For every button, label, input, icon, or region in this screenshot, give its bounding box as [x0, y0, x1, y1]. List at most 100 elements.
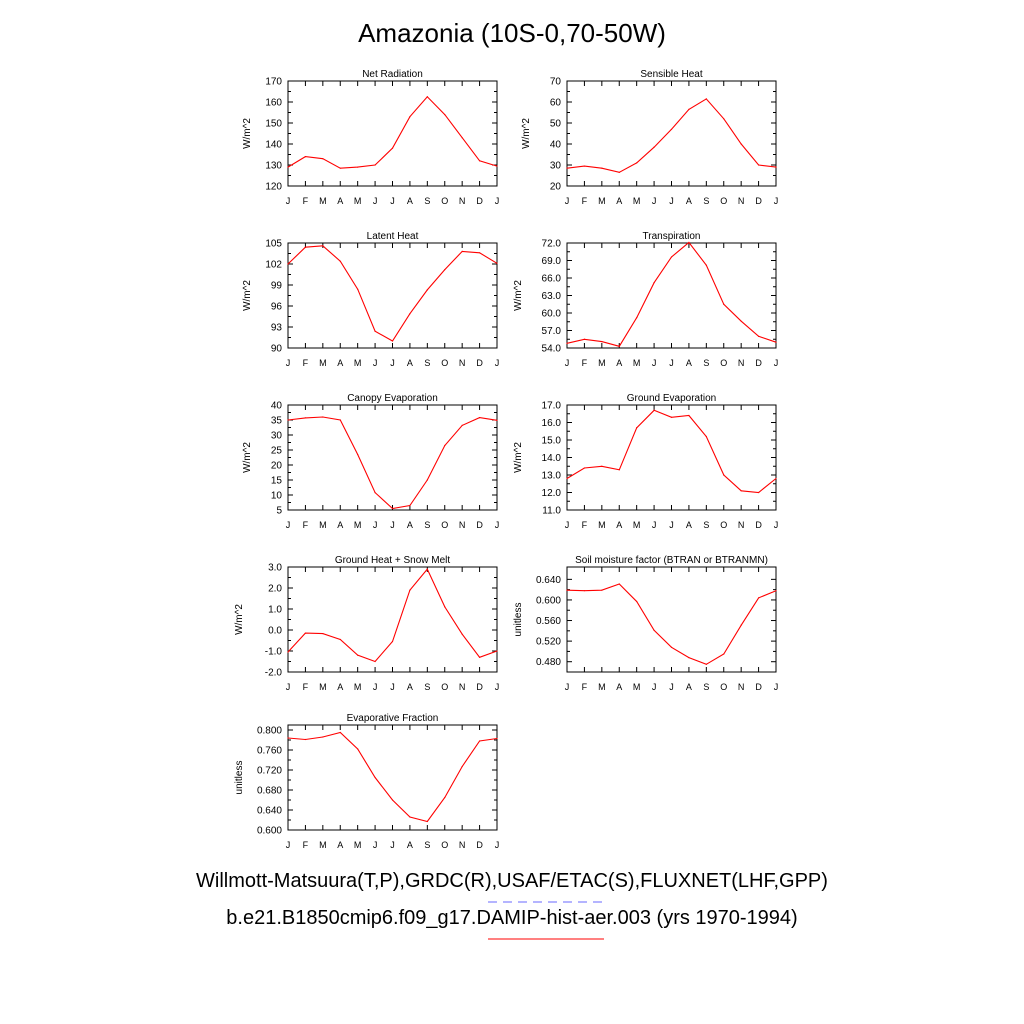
series-line [566, 583, 777, 665]
y-axis-label: W/m^2 [234, 604, 245, 635]
data-point [583, 590, 586, 592]
x-tick-label: O [441, 682, 448, 692]
x-tick-label: N [459, 196, 466, 206]
y-axis-label: W/m^2 [521, 118, 532, 149]
x-tick-label: J [390, 196, 395, 206]
plot-frame [287, 724, 498, 831]
x-tick-label: M [319, 196, 327, 206]
x-tick-label: O [720, 196, 727, 206]
data-point [705, 663, 707, 665]
x-tick-label: J [286, 520, 291, 530]
x-tick-label: A [686, 520, 692, 530]
y-tick-label: -1.0 [265, 647, 283, 658]
panel-title: Canopy Evaporation [347, 393, 438, 404]
data-point [653, 629, 655, 631]
x-tick-label: D [755, 520, 762, 530]
x-tick-label: J [373, 520, 378, 530]
x-tick-label: D [755, 358, 762, 368]
data-point [618, 171, 620, 173]
data-point [636, 317, 638, 319]
data-point [478, 160, 481, 162]
data-point [374, 492, 376, 494]
x-tick-label: M [598, 520, 606, 530]
x-tick-label: J [652, 196, 657, 206]
y-tick-label: 20 [271, 461, 283, 472]
data-point [740, 624, 742, 626]
x-tick-label: A [686, 358, 692, 368]
y-tick-label: 102 [265, 260, 282, 271]
y-tick-label: -2.0 [265, 668, 283, 679]
panel-title: Soil moisture factor (BTRAN or BTRANMN) [575, 555, 768, 566]
data-point [496, 650, 498, 652]
data-point [409, 313, 411, 315]
data-point [304, 738, 307, 741]
data-point [670, 256, 673, 258]
data-point [461, 137, 463, 139]
y-tick-label: 16.0 [542, 418, 562, 429]
x-tick-label: J [774, 520, 779, 530]
data-point [287, 263, 289, 265]
data-point [304, 632, 307, 634]
data-point [391, 799, 394, 801]
y-axis-label: W/m^2 [513, 442, 524, 473]
x-tick-label: F [303, 520, 309, 530]
data-point [391, 147, 394, 149]
x-tick-label: J [669, 520, 674, 530]
y-tick-label: 130 [265, 161, 282, 172]
x-tick-label: S [424, 520, 430, 530]
x-tick-label: D [476, 358, 483, 368]
x-tick-label: J [373, 358, 378, 368]
y-tick-label: 90 [271, 344, 283, 355]
x-tick-label: A [407, 840, 413, 850]
x-tick-label: M [598, 682, 606, 692]
data-point [566, 477, 568, 480]
x-tick-label: F [582, 682, 588, 692]
y-tick-label: 69.0 [542, 256, 562, 267]
y-axis-label: W/m^2 [513, 280, 524, 311]
y-tick-label: 0.560 [536, 616, 561, 627]
data-point [775, 341, 777, 343]
y-tick-label: 20 [550, 182, 562, 193]
x-tick-label: M [319, 840, 327, 850]
x-tick-label: M [354, 682, 362, 692]
series-line [287, 731, 498, 823]
data-point [444, 114, 446, 116]
y-tick-label: 66.0 [542, 274, 562, 285]
y-tick-label: 0.520 [536, 637, 561, 648]
data-point [374, 776, 376, 779]
x-tick-label: J [495, 682, 500, 692]
data-point [688, 414, 690, 417]
data-point [461, 633, 463, 635]
data-point [409, 116, 411, 118]
x-tick-label: D [476, 682, 483, 692]
panel-title: Ground Heat + Snow Melt [335, 555, 451, 566]
data-point [705, 264, 707, 266]
x-tick-label: A [337, 196, 343, 206]
y-tick-label: 0.640 [257, 806, 282, 817]
x-tick-label: A [616, 520, 622, 530]
x-tick-label: J [669, 358, 674, 368]
x-tick-label: J [390, 840, 395, 850]
x-tick-label: M [354, 840, 362, 850]
y-tick-label: 99 [271, 281, 283, 292]
y-tick-label: 72.0 [542, 239, 562, 250]
y-axis-label: W/m^2 [242, 118, 253, 149]
y-tick-label: 140 [265, 140, 282, 151]
x-tick-label: J [390, 358, 395, 368]
data-point [757, 335, 760, 337]
x-tick-label: J [390, 520, 395, 530]
plot-frame [566, 404, 777, 511]
y-tick-label: 0.680 [257, 786, 282, 797]
data-point [426, 479, 428, 481]
data-point [723, 118, 725, 120]
series-line [566, 241, 777, 347]
x-tick-label: J [373, 682, 378, 692]
y-tick-label: 13.0 [542, 471, 562, 482]
data-point [653, 146, 655, 148]
x-tick-label: A [616, 682, 622, 692]
x-tick-label: M [354, 520, 362, 530]
data-point [723, 303, 725, 305]
data-point [374, 660, 376, 663]
y-tick-label: 0.800 [257, 726, 282, 737]
x-tick-label: O [441, 840, 448, 850]
